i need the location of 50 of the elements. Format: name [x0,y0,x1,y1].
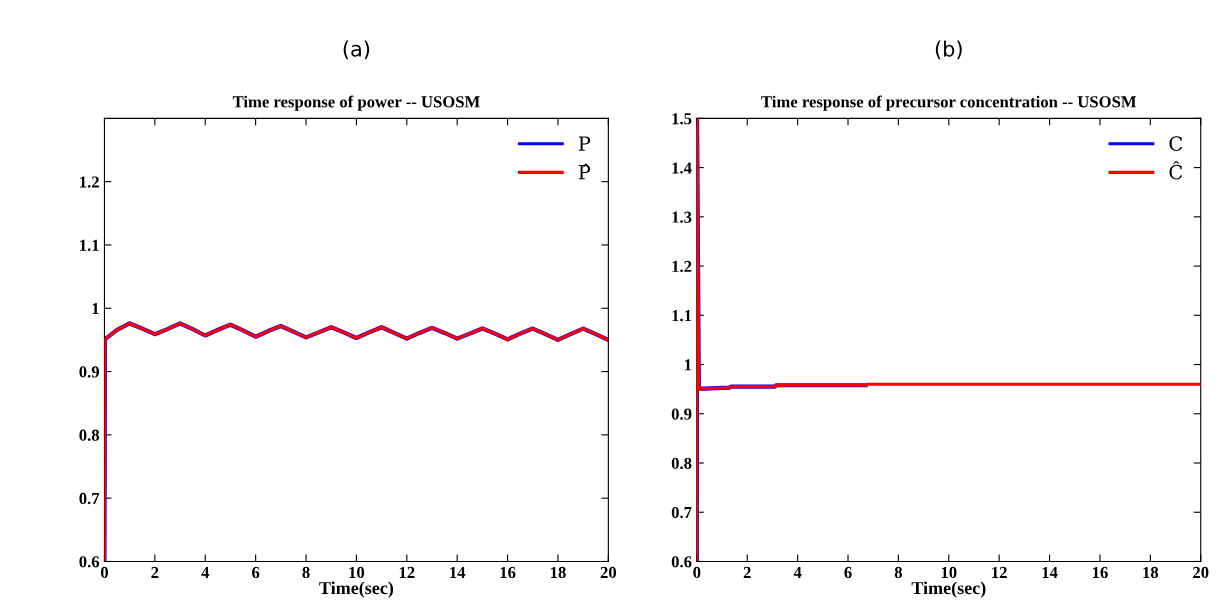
x-tick-label: 4 [793,566,802,578]
legend-label: P̂ [578,163,591,180]
y-tick-label: 0.7 [671,506,692,519]
x-tick-label: 2 [151,566,159,578]
y-tick-label: 1.2 [80,176,99,188]
text: (b) [935,40,962,60]
y-tick-label: 1.2 [672,260,692,273]
y-tick-label: 0.8 [79,429,100,441]
x-tick-label: 0 [100,566,108,579]
y-tick-label: 1 [92,303,99,315]
x-tick-label: 18 [550,566,566,579]
x-tick-label: 10 [941,566,957,579]
x-tick-label: 16 [500,566,516,579]
y-tick-label: 1.1 [672,310,692,322]
y-tick-label: 0.6 [671,556,692,568]
legend-label: C [1169,136,1183,151]
text: (a) [343,40,370,60]
x-tick-label: 16 [1092,566,1108,579]
x-tick-label: 20 [1193,566,1209,579]
x-tick-label: 12 [992,566,1007,578]
x-tick-label: 2 [743,566,751,578]
x-tick-label: 6 [844,566,852,579]
y-tick-label: 1.1 [80,239,99,251]
x-tick-label: 14 [450,566,466,578]
y-tick-label: 0.6 [79,556,100,568]
line-series [696,118,1201,562]
legend-label: P [578,136,591,151]
y-tick-label: 0.7 [79,492,100,505]
x-tick-label: 8 [302,566,310,579]
y-tick-label: 1 [684,359,692,371]
y-tick-label: 1.5 [672,113,692,125]
x-tick-label: 4 [201,566,210,578]
y-tick-label: 1.3 [672,211,692,223]
legend-label: Ĉ [1169,161,1183,180]
x-axis-title: Time(sec) [319,581,394,598]
x-tick-label: 6 [252,566,260,579]
x-tick-label: 10 [349,566,365,579]
x-tick-label: 8 [894,566,903,579]
x-tick-label: 14 [1042,566,1058,578]
x-tick-label: 20 [600,566,617,579]
x-tick-label: 18 [1143,566,1159,579]
x-tick-label: 0 [693,566,701,579]
y-tick-label: 0.8 [671,457,692,470]
x-tick-label: 12 [399,566,415,578]
y-tick-label: 0.9 [671,408,692,420]
x-axis-title: Time(sec) [911,581,986,598]
chart-title: Time response of power -- USOSM [232,95,480,111]
y-tick-label: 1.4 [672,162,692,174]
chart-title: Time response of precursor concentration -- USOSM [761,95,1137,111]
y-tick-label: 0.9 [79,366,99,378]
